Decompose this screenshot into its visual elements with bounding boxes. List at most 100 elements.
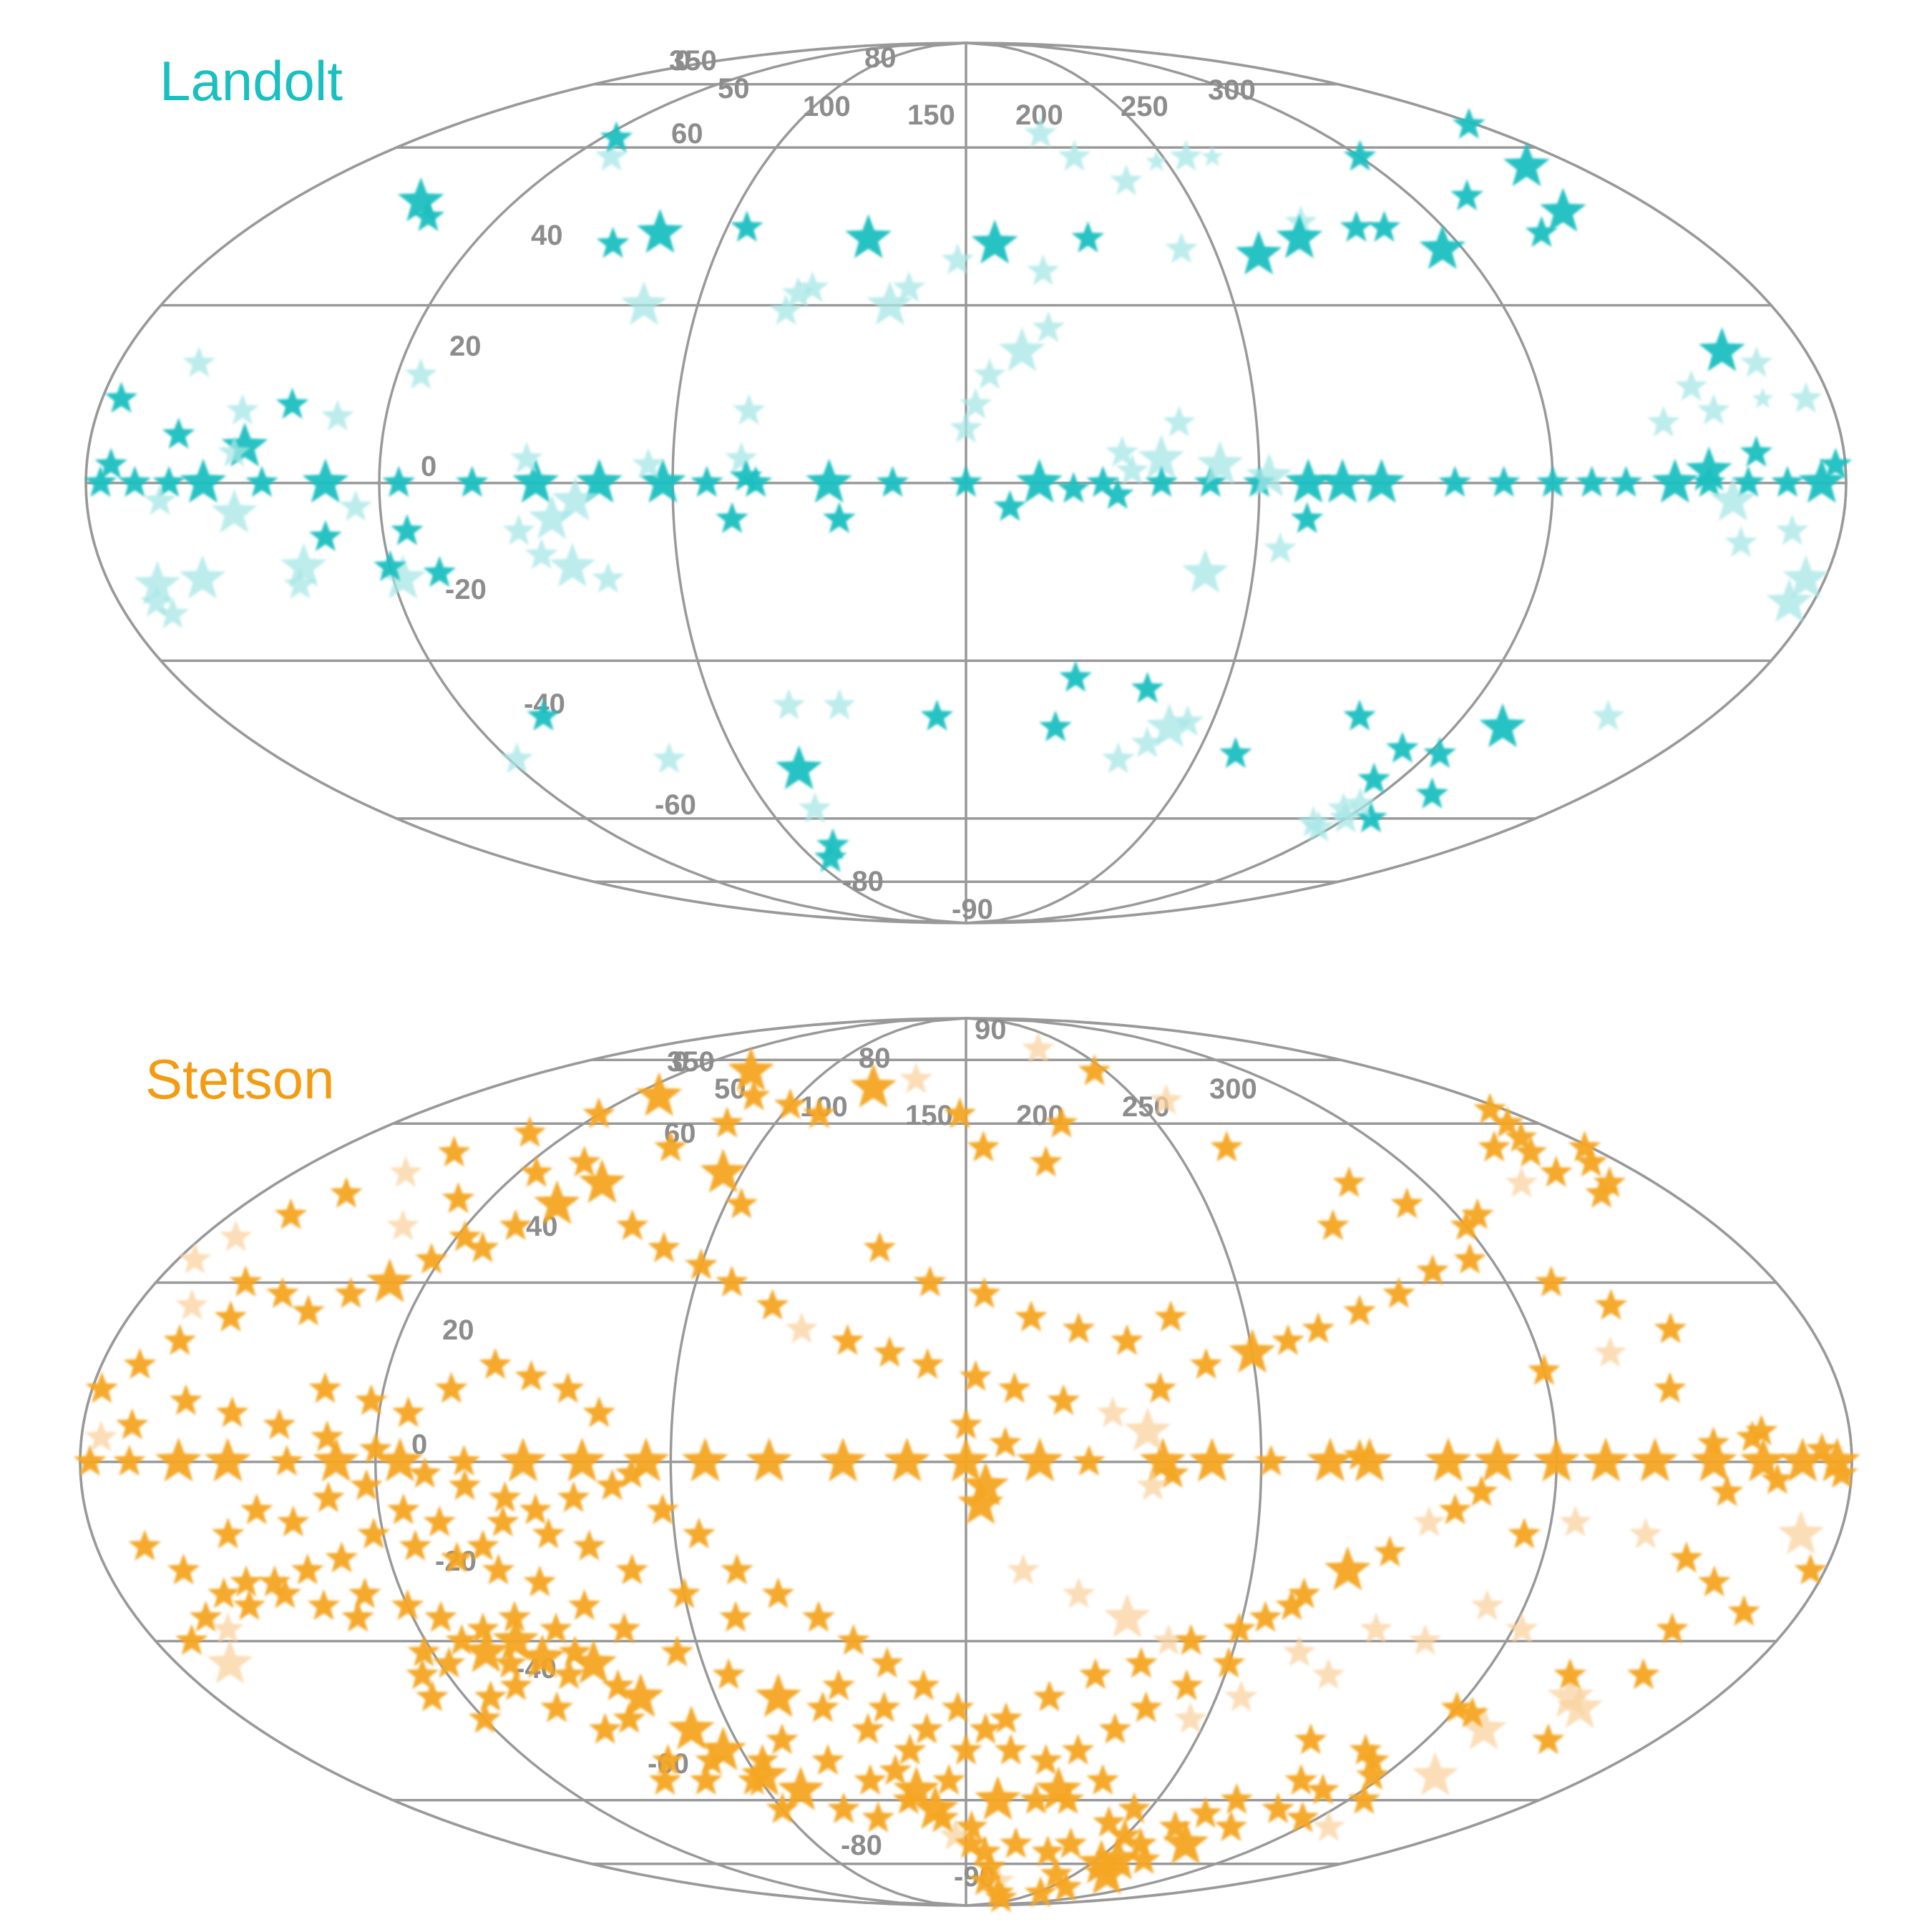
star-point — [1131, 671, 1164, 703]
star-point — [1086, 466, 1120, 497]
star-point — [1246, 452, 1292, 497]
star-point — [737, 1079, 771, 1111]
star-point — [447, 1445, 481, 1476]
star-point — [653, 742, 686, 774]
star-point — [711, 1106, 743, 1138]
star-point — [1327, 791, 1360, 824]
star-point — [1136, 1469, 1169, 1501]
star-point — [776, 745, 822, 789]
star-point — [1125, 1646, 1158, 1678]
star-point — [1127, 1843, 1161, 1874]
star-point — [552, 477, 599, 521]
star-point — [270, 1445, 303, 1476]
star-point — [123, 1347, 157, 1380]
star-point — [134, 560, 181, 605]
star-point — [1158, 1810, 1192, 1842]
star-point — [1593, 1166, 1626, 1198]
star-point — [871, 1646, 904, 1678]
star-point — [1124, 1827, 1157, 1858]
star-point — [389, 1156, 422, 1187]
star-point — [424, 1601, 457, 1632]
star-point — [1111, 1324, 1143, 1355]
star-point — [84, 1420, 118, 1452]
star-point — [448, 1469, 482, 1501]
star-point — [600, 121, 633, 152]
star-point — [1727, 1594, 1761, 1626]
star-point — [695, 1744, 728, 1775]
star-point — [387, 1493, 420, 1525]
star-point — [514, 1360, 548, 1391]
star-point — [240, 1493, 273, 1525]
star-point — [892, 270, 926, 303]
star-point — [1210, 1131, 1244, 1162]
star-point — [893, 1733, 927, 1765]
star-point — [831, 1324, 864, 1355]
star-point — [1470, 1589, 1504, 1621]
star-point — [341, 1601, 374, 1632]
star-point — [1196, 440, 1244, 485]
star-point — [350, 1469, 383, 1501]
star-point — [1794, 1553, 1827, 1585]
star-point — [1149, 1083, 1183, 1115]
star-point — [211, 489, 258, 533]
star-point — [104, 381, 138, 413]
star-point — [415, 1242, 448, 1274]
star-point — [911, 1347, 945, 1380]
star-point — [1531, 1723, 1565, 1755]
map-outline — [79, 1017, 1853, 1907]
star-point — [1054, 1827, 1088, 1858]
star-point — [1419, 225, 1466, 269]
star-point — [312, 1481, 345, 1513]
dec-tick-label: -80 — [841, 1830, 882, 1861]
star-point — [973, 1850, 1007, 1882]
star-point — [1276, 214, 1323, 258]
star-point — [950, 411, 982, 443]
star-point — [499, 1438, 547, 1482]
star-point — [1779, 1438, 1826, 1482]
star-point — [1591, 699, 1625, 731]
star-point — [488, 1481, 522, 1513]
star-point — [1035, 1766, 1082, 1810]
star-point — [1416, 1254, 1449, 1285]
star-point — [1032, 311, 1065, 343]
star-point — [1386, 731, 1419, 763]
star-point — [637, 208, 683, 253]
star-point — [162, 417, 195, 449]
star-point — [806, 1691, 839, 1722]
star-point — [1358, 459, 1405, 503]
star-point — [1040, 1857, 1073, 1889]
star-point — [339, 489, 372, 522]
star-point — [280, 542, 327, 587]
star-point — [1574, 1146, 1608, 1177]
star-point — [683, 1517, 716, 1549]
star-point — [445, 1624, 479, 1655]
star-point — [595, 1469, 629, 1501]
star-point — [1344, 787, 1377, 819]
star-point — [175, 1624, 208, 1655]
star-point — [1212, 1646, 1246, 1678]
star-point — [862, 1801, 895, 1833]
star-point — [1652, 459, 1699, 503]
star-point — [920, 699, 954, 731]
star-point — [1154, 1300, 1187, 1332]
star-point — [1110, 164, 1143, 195]
star-point — [1346, 1438, 1393, 1482]
star-point — [218, 435, 251, 467]
star-point — [595, 140, 628, 171]
star-point — [1104, 1594, 1151, 1638]
star-point — [474, 1680, 507, 1712]
star-point — [1049, 1870, 1083, 1902]
star-point — [950, 1733, 982, 1765]
star-point — [806, 459, 852, 503]
star-point — [648, 1231, 680, 1263]
star-point — [1062, 1577, 1096, 1609]
star-point — [845, 214, 892, 258]
star-point — [226, 394, 259, 425]
star-point — [1101, 742, 1135, 774]
star-point — [1691, 1438, 1737, 1482]
star-point — [229, 1265, 263, 1297]
star-point — [1347, 1782, 1381, 1815]
star-point — [990, 1702, 1023, 1733]
star-point — [1264, 532, 1297, 563]
star-point — [1408, 1624, 1442, 1655]
